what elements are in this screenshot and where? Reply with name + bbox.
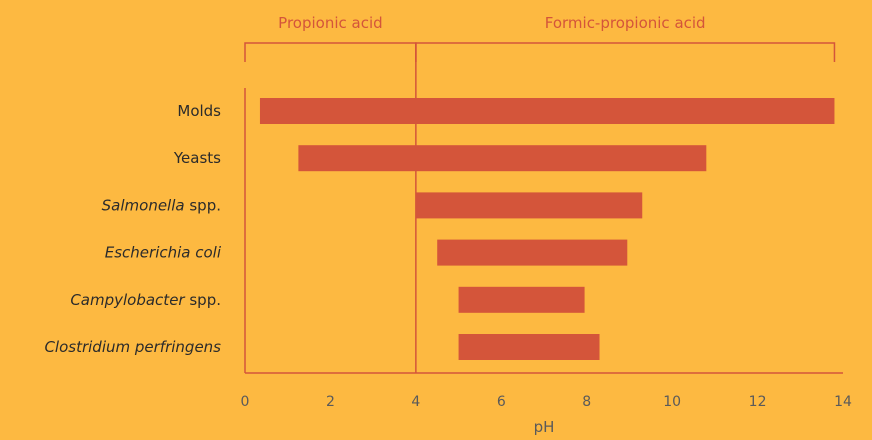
- x-tick-label-3: 6: [497, 394, 506, 410]
- category-label-4: Campylobacter spp.: [70, 291, 221, 309]
- category-label-4-part-0: Campylobacter: [70, 291, 185, 309]
- category-label-0-part-0: Molds: [177, 102, 221, 120]
- category-label-1: Yeasts: [173, 149, 221, 167]
- x-tick-label-7: 14: [834, 394, 852, 410]
- category-label-2-part-0: Salmonella: [102, 196, 185, 214]
- bar-4: [458, 286, 585, 313]
- bar-5: [458, 334, 600, 360]
- x-tick-label-2: 4: [411, 394, 420, 410]
- category-label-2-part-1: spp.: [185, 196, 221, 214]
- bar-3: [437, 239, 628, 266]
- category-label-0: Molds: [177, 102, 221, 120]
- x-tick-label-6: 12: [749, 394, 767, 410]
- x-tick-label-0: 0: [241, 394, 250, 410]
- bracket-label-1: Formic-propionic acid: [545, 14, 706, 32]
- bracket-1: [415, 42, 836, 62]
- x-axis-title: pH: [534, 418, 555, 436]
- bar-1: [298, 145, 707, 172]
- bracket-0: [244, 42, 417, 62]
- category-label-1-part-0: Yeasts: [173, 149, 221, 167]
- category-label-5-part-0: Clostridium perfringens: [44, 338, 221, 356]
- category-label-2: Salmonella spp.: [102, 196, 221, 214]
- category-label-3: Escherichia coli: [105, 244, 222, 262]
- category-label-5: Clostridium perfringens: [44, 338, 221, 356]
- x-tick-label-4: 8: [582, 394, 591, 410]
- bar-2: [415, 192, 643, 219]
- category-label-4-part-1: spp.: [185, 291, 221, 309]
- bracket-label-0: Propionic acid: [278, 14, 382, 32]
- x-tick-label-1: 2: [326, 394, 335, 410]
- category-label-3-part-0: Escherichia coli: [105, 244, 222, 262]
- x-tick-label-5: 10: [663, 394, 681, 410]
- bar-0: [259, 98, 835, 124]
